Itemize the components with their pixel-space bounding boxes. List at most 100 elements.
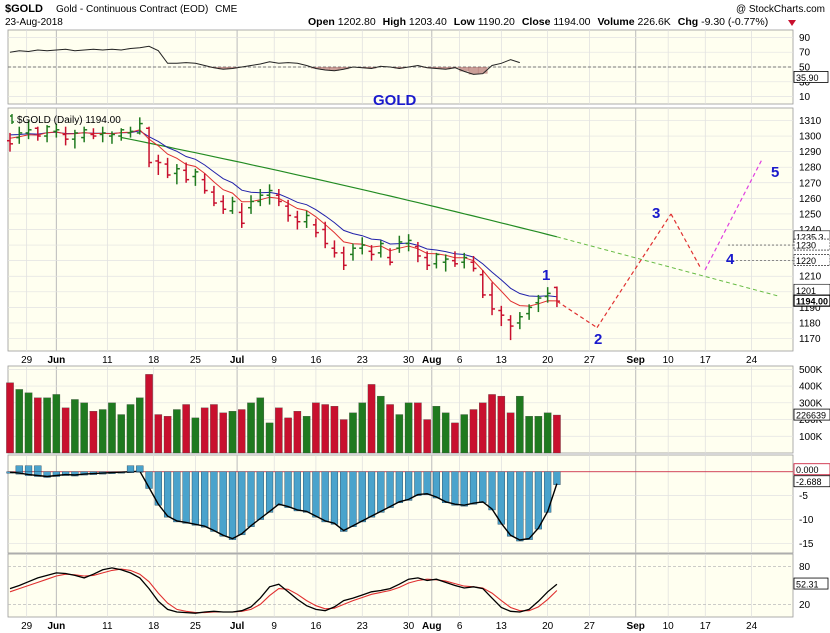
description-label: Gold - Continuous Contract (EOD) CME (56, 4, 238, 15)
macd-hist-bar (303, 471, 311, 513)
x-tick-label-price: 18 (148, 355, 160, 366)
stoch-main-line (9, 567, 558, 614)
stoch-last-value: 52.31 (796, 580, 819, 590)
volume-bar (145, 374, 153, 454)
x-tick-label-bottom: 10 (663, 621, 675, 632)
volume-bar (89, 411, 98, 454)
volume-bar (237, 409, 246, 454)
macd-last-value: 0.000 (796, 465, 819, 475)
x-tick-label-price: Sep (627, 355, 645, 366)
ohlc-bar (526, 304, 533, 320)
ohlc-bar (90, 128, 97, 140)
ohlc-bar (34, 126, 41, 141)
date-label: 23-Aug-2018 (5, 17, 63, 28)
volume-bar (228, 411, 237, 454)
ohlc-bar (201, 173, 208, 194)
volume-bar (71, 399, 79, 454)
ohlc-bar (266, 184, 273, 205)
ohlc-bar (248, 195, 255, 214)
ohlc-bar-icon (10, 114, 14, 124)
macd-hist-bar (386, 471, 394, 508)
macd-hist-bar (534, 471, 542, 530)
volume-bar (349, 412, 357, 454)
volume-last-badge (793, 408, 830, 421)
macd-hist-bar (442, 471, 450, 504)
x-tick-label-price: 16 (310, 355, 322, 366)
x-tick-label-bottom: Jun (47, 621, 65, 632)
macd-pos-bar (24, 465, 33, 472)
macd-line (9, 470, 558, 541)
volume-bar (525, 416, 533, 454)
ohlc-bar (229, 196, 236, 214)
macd-hist-bar (247, 471, 255, 527)
x-tick-label-bottom: 17 (700, 621, 712, 632)
macd-hist-bar (340, 471, 348, 532)
x-tick-label-bottom: 20 (542, 621, 554, 632)
volume-bar (265, 422, 274, 454)
volume-bar (516, 395, 524, 454)
x-tick-label-bottom: Aug (422, 621, 441, 632)
wave-label-3: 3 (652, 205, 660, 222)
ohlc-bar (349, 243, 356, 261)
volume-bar (497, 395, 506, 454)
ohlc-bar (220, 195, 227, 214)
stochastic-panel (7, 553, 794, 618)
ohlc-bar (442, 254, 449, 272)
price-badge (793, 254, 830, 266)
macd-hist-bar (275, 471, 283, 506)
volume-bar (441, 412, 450, 454)
ohlc-bar (396, 235, 403, 253)
volume-bar (339, 419, 348, 454)
macd-hist-bar (469, 471, 478, 505)
trendline-projection (556, 236, 781, 297)
volume-bar (34, 397, 42, 454)
price-y-tick: 1190 (799, 303, 821, 314)
stoch-y-tick: 80 (799, 562, 811, 573)
macd-hist-bar (349, 471, 357, 527)
macd-y-tick: -15 (799, 539, 814, 550)
price-legend: $GOLD (Daily) 1194.00 (10, 114, 121, 126)
rsi-line (9, 45, 520, 75)
x-tick-label-bottom: 27 (584, 621, 596, 632)
volume-bar (488, 394, 496, 454)
macd-hist-bar (238, 471, 246, 536)
ohlc-bar (7, 132, 13, 152)
x-tick-label-bottom: Sep (627, 621, 645, 632)
ohlc-bar (25, 120, 32, 140)
volume-bar (173, 409, 181, 454)
x-tick-label-price: 30 (403, 355, 415, 366)
macd-last-value: -2.688 (796, 477, 822, 487)
volume-bar (98, 409, 107, 454)
x-tick-label-price: 29 (21, 355, 33, 366)
stoch-y-tick: 20 (799, 600, 811, 611)
volume-bar (386, 404, 394, 454)
x-tick-label-bottom: 25 (190, 621, 202, 632)
ohlc-bar (155, 154, 162, 175)
volume-bar (432, 406, 441, 454)
volume-bar (367, 384, 376, 454)
x-tick-label-price: 17 (700, 355, 712, 366)
volume-bar (451, 422, 459, 454)
macd-hist-bar (256, 471, 264, 520)
macd-hist-bar (228, 471, 237, 540)
sma-long-line (121, 136, 558, 238)
volume-bar (404, 402, 413, 454)
macd-hist-bar (405, 471, 413, 501)
x-tick-label-bottom: 23 (357, 621, 369, 632)
macd-last-badge (793, 475, 830, 488)
price-badge-label: 1201 (796, 286, 816, 296)
down-arrow-icon (788, 20, 796, 26)
macd-hist-bar (497, 471, 505, 525)
macd-pos-bar (126, 465, 135, 472)
ohlc-bar (451, 251, 458, 267)
price-y-tick: 1300 (799, 132, 822, 143)
x-tick-label-price: 6 (457, 355, 463, 366)
macd-hist-bar (525, 471, 533, 540)
price-y-tick: 1240 (799, 225, 822, 236)
x-tick-label-price: 10 (663, 355, 675, 366)
ohlc-bar (424, 251, 431, 270)
price-badge (793, 238, 830, 251)
macd-hist-bar (451, 471, 459, 506)
price-y-tick: 1260 (799, 194, 822, 205)
